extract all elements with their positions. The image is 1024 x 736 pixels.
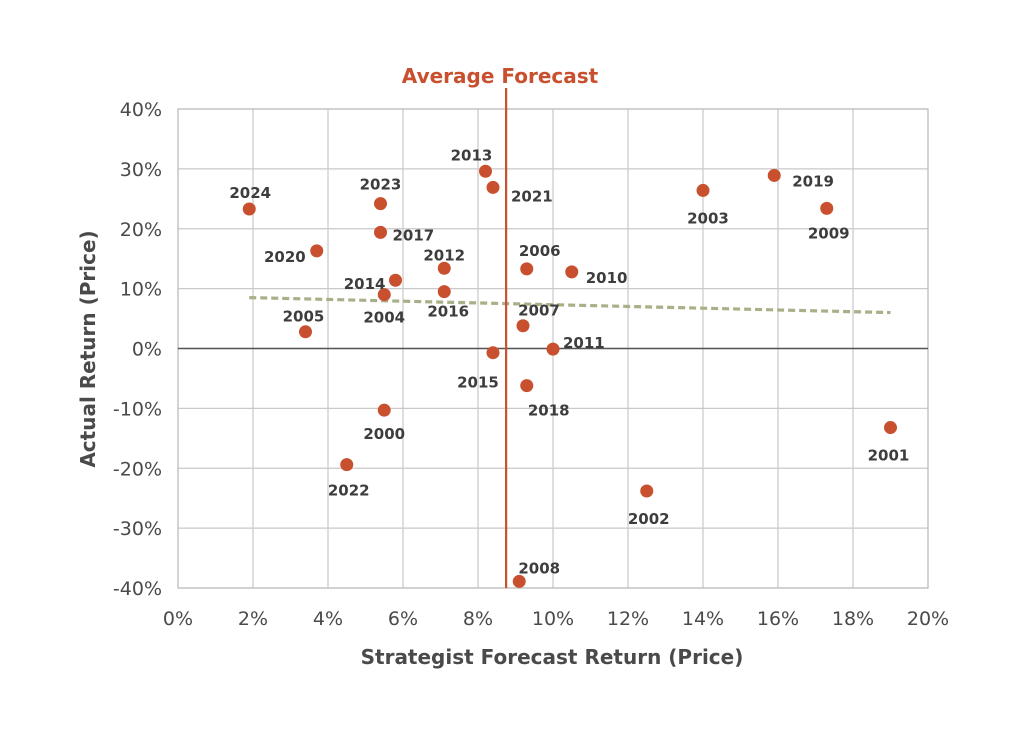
average-forecast-label: Average Forecast: [402, 64, 599, 88]
point-label-2014: 2014: [344, 275, 386, 293]
trendline: [249, 296, 891, 315]
data-point-2022: [340, 458, 354, 472]
y-tick-label: -40%: [113, 578, 162, 600]
average-forecast-group: Average Forecast: [402, 64, 599, 588]
point-label-2000: 2000: [363, 425, 405, 443]
point-label-2020: 2020: [264, 248, 306, 266]
x-axis-title: Strategist Forecast Return (Price): [361, 645, 744, 669]
point-labels-group: 2000 2001 2002 2003 2004 2005 2006 2007 2008 2009…: [229, 146, 909, 577]
data-point-2013: [479, 164, 492, 178]
data-point-2003: [696, 183, 710, 197]
x-tick-label: 12%: [607, 608, 649, 630]
data-point-2014: [389, 273, 402, 287]
x-tick-label: 8%: [463, 608, 493, 630]
data-point-2000: [377, 403, 391, 417]
point-label-2004: 2004: [363, 309, 405, 327]
data-point-2016: [437, 285, 451, 299]
point-label-2002: 2002: [628, 510, 670, 528]
x-tick-label: 10%: [532, 608, 574, 630]
data-point-2012: [437, 261, 451, 275]
data-point-2009: [820, 201, 834, 215]
point-label-2012: 2012: [423, 246, 465, 264]
point-label-2009: 2009: [808, 224, 850, 242]
point-label-2015: 2015: [457, 374, 499, 392]
points-group: [242, 164, 897, 588]
y-tick-label: 10%: [120, 279, 162, 301]
data-point-2011: [546, 342, 560, 356]
point-label-2001: 2001: [868, 447, 910, 465]
data-point-2020: [310, 244, 324, 258]
y-tick-label: 20%: [120, 219, 162, 241]
y-tick-label: 40%: [120, 99, 162, 121]
point-label-2010: 2010: [586, 269, 628, 287]
data-point-2008: [512, 574, 526, 588]
point-label-2007: 2007: [518, 302, 560, 320]
data-point-2002: [640, 484, 654, 498]
point-label-2023: 2023: [360, 176, 402, 194]
data-point-2024: [242, 202, 256, 216]
data-point-2019: [767, 168, 781, 182]
data-point-2017: [374, 225, 387, 239]
point-label-2005: 2005: [283, 308, 325, 326]
data-point-2005: [299, 325, 312, 339]
point-label-2008: 2008: [518, 559, 560, 577]
point-label-2011: 2011: [563, 334, 605, 352]
point-label-2016: 2016: [427, 303, 469, 321]
y-tick-label: 30%: [120, 159, 162, 181]
data-point-2023: [374, 197, 387, 211]
y-tick-label: 0%: [132, 339, 162, 361]
data-point-2001: [884, 421, 897, 435]
y-axis-title: Actual Return (Price): [76, 230, 100, 467]
point-label-2021: 2021: [511, 187, 553, 205]
point-label-2003: 2003: [687, 209, 729, 227]
x-tick-label: 6%: [388, 608, 418, 630]
y-tick-label: -20%: [113, 458, 162, 480]
data-point-2006: [520, 262, 534, 276]
x-tick-label: 4%: [313, 608, 343, 630]
y-tick-label: -30%: [113, 518, 162, 540]
x-tick-label: 0%: [163, 608, 193, 630]
x-tick-label: 18%: [832, 608, 874, 630]
point-label-2017: 2017: [393, 226, 435, 244]
point-label-2022: 2022: [328, 482, 370, 500]
data-point-2004: [377, 288, 391, 302]
point-label-2024: 2024: [229, 184, 271, 202]
point-label-2013: 2013: [451, 146, 493, 164]
x-tick-label: 16%: [757, 608, 799, 630]
data-point-2015: [486, 346, 500, 360]
x-tick-label: 2%: [238, 608, 268, 630]
y-tick-label: -10%: [113, 398, 162, 420]
x-tick-label: 20%: [907, 608, 949, 630]
point-label-2018: 2018: [528, 402, 570, 420]
x-tick-label: 14%: [682, 608, 724, 630]
point-label-2006: 2006: [519, 242, 561, 260]
tick-labels-group: 0% 2% 4% 6% 8% 10% 12% 14% 16% 18% 20% 40% 30% 20% 10%…: [113, 99, 949, 630]
data-point-2007: [516, 319, 530, 333]
point-label-2019: 2019: [792, 172, 834, 190]
data-point-2021: [486, 180, 500, 194]
data-point-2018: [520, 379, 534, 393]
data-point-2010: [565, 265, 579, 279]
trendline-group: [249, 296, 891, 315]
